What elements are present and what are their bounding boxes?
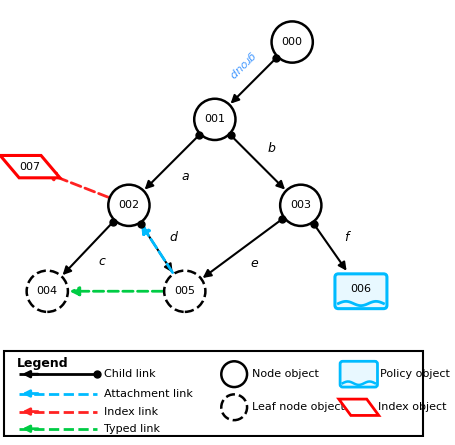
Text: 006: 006 bbox=[350, 284, 371, 294]
Text: Policy object: Policy object bbox=[380, 369, 450, 379]
Text: 001: 001 bbox=[204, 114, 225, 124]
Circle shape bbox=[221, 361, 247, 387]
Text: Legend: Legend bbox=[17, 357, 69, 370]
Text: 000: 000 bbox=[282, 37, 303, 47]
Circle shape bbox=[194, 99, 236, 140]
FancyBboxPatch shape bbox=[340, 361, 378, 387]
Circle shape bbox=[280, 185, 321, 226]
Circle shape bbox=[27, 271, 68, 312]
Text: Leaf node object: Leaf node object bbox=[252, 402, 345, 412]
Circle shape bbox=[108, 185, 150, 226]
Circle shape bbox=[221, 394, 247, 420]
Text: Index object: Index object bbox=[378, 402, 446, 412]
Text: b: b bbox=[268, 142, 275, 155]
Text: a: a bbox=[182, 170, 189, 182]
Polygon shape bbox=[0, 155, 60, 178]
Bar bbox=[4, 351, 423, 437]
Text: group: group bbox=[227, 50, 257, 80]
Polygon shape bbox=[339, 399, 379, 416]
Text: d: d bbox=[169, 231, 177, 244]
Text: 004: 004 bbox=[37, 286, 58, 296]
Text: 002: 002 bbox=[118, 200, 140, 210]
Text: 003: 003 bbox=[290, 200, 311, 210]
Text: 007: 007 bbox=[20, 162, 40, 172]
Circle shape bbox=[164, 271, 205, 312]
Text: Index link: Index link bbox=[104, 407, 158, 417]
Text: c: c bbox=[99, 255, 106, 268]
Text: e: e bbox=[250, 257, 258, 270]
Circle shape bbox=[272, 21, 313, 63]
Text: 005: 005 bbox=[174, 286, 195, 296]
Text: Typed link: Typed link bbox=[104, 424, 161, 434]
Text: Attachment link: Attachment link bbox=[104, 388, 193, 399]
Text: f: f bbox=[344, 231, 349, 244]
Text: Node object: Node object bbox=[252, 369, 319, 379]
FancyBboxPatch shape bbox=[335, 274, 387, 309]
Text: Child link: Child link bbox=[104, 369, 156, 379]
